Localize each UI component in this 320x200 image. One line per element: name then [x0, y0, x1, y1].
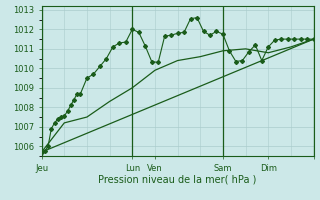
X-axis label: Pression niveau de la mer( hPa ): Pression niveau de la mer( hPa )	[99, 174, 257, 184]
